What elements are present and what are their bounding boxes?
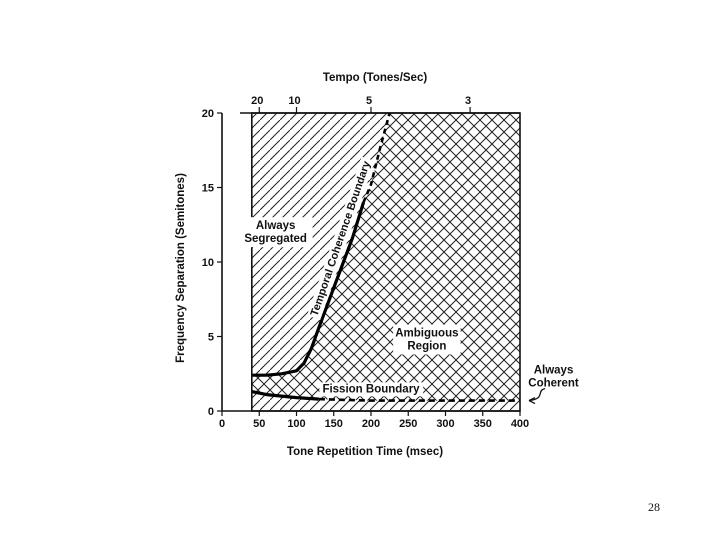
y-axis-title: Frequency Separation (Semitones) (175, 173, 187, 363)
x-tick-label: 400 (511, 418, 529, 430)
region-label-text: Ambiguous (395, 327, 458, 339)
x-tick-label: 150 (325, 418, 343, 430)
top-tick-label: 20 (251, 95, 263, 107)
x-tick-label: 350 (474, 418, 492, 430)
x-tick-label: 50 (253, 418, 265, 430)
chart-curves (251, 112, 520, 402)
temporal-coherence-boundary-dashed (362, 112, 391, 203)
always-coherent-arrow (528, 388, 546, 402)
region-label-bg (523, 361, 584, 392)
chart-regions (251, 113, 521, 411)
x-tick-label: 200 (362, 418, 380, 430)
page-number: 28 (648, 500, 660, 514)
fission-boundary-line (251, 390, 320, 401)
y-tick-label: 10 (202, 257, 214, 269)
x-tick-label: 250 (399, 418, 417, 430)
y-tick-label: 5 (208, 332, 214, 344)
top-tick-label: 10 (288, 95, 300, 107)
always-coherent-arrowhead (528, 396, 536, 405)
temporal-coherence-boundary-line (251, 201, 366, 377)
temporal-coherence-label-bg (307, 156, 375, 320)
y-tick-label: 15 (202, 183, 214, 195)
top-tick-label: 3 (465, 95, 471, 107)
top-tick-label: 5 (366, 95, 372, 107)
x-tick-label: 0 (219, 418, 225, 430)
fission-boundary-label-bg (319, 382, 424, 397)
x-tick-label: 100 (287, 418, 305, 430)
fission-boundary-label: Fission Boundary (322, 383, 420, 395)
fission-boundary-dashed (318, 397, 520, 402)
x-tick-label: 300 (436, 418, 454, 430)
top-axis-title: Tempo (Tones/Sec) (323, 72, 428, 84)
region-label-text: Always (256, 220, 296, 232)
y-tick-label: 20 (202, 108, 214, 120)
region-label-text: Region (407, 340, 446, 352)
region-label-bg (238, 217, 313, 248)
x-axis-title: Tone Repetition Time (msec) (287, 446, 443, 458)
region-label-text: Coherent (528, 378, 579, 390)
region-label-bg (393, 324, 461, 355)
region-label-text: Always (534, 365, 574, 377)
y-tick-label: 0 (208, 406, 214, 418)
region-label-text: Segregated (244, 233, 307, 245)
